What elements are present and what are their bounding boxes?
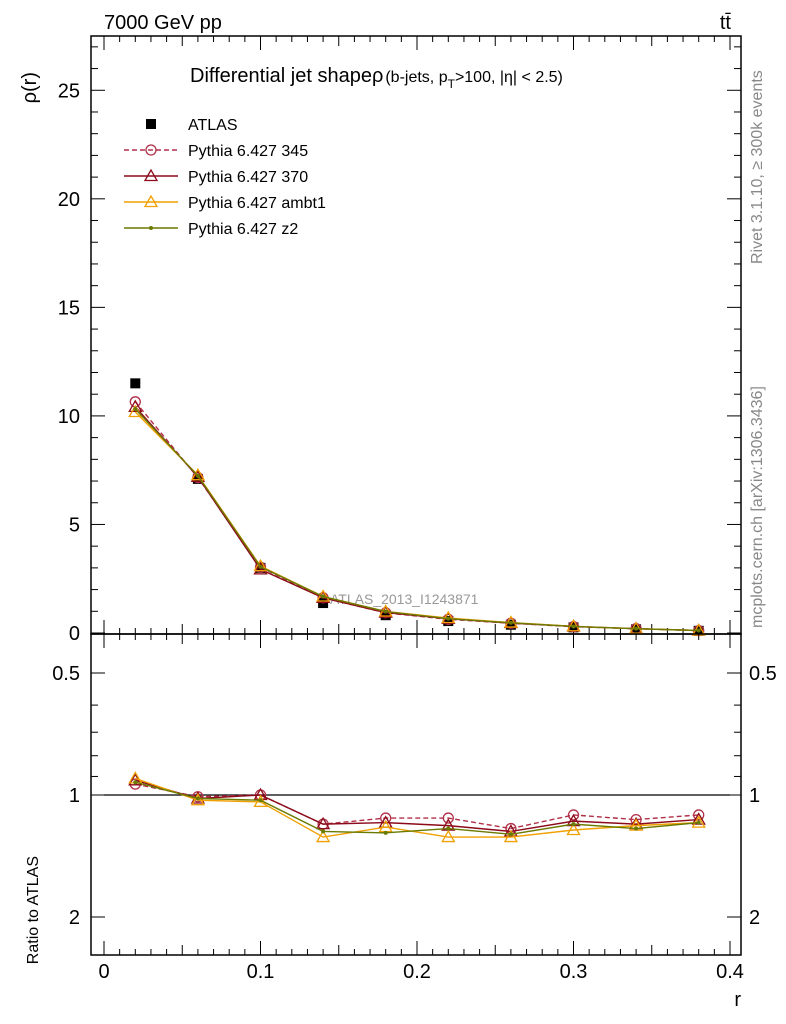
mcplots-reference-label: mcplots.cern.ch [arXiv:1306.3436] xyxy=(749,386,766,628)
ratio-data-point xyxy=(503,829,519,843)
data-point xyxy=(192,473,203,484)
data-point xyxy=(503,615,519,628)
ratio-y-tick-label: 0.5 xyxy=(52,663,80,685)
y-tick-label: 25 xyxy=(58,80,80,102)
legend-label: ATLAS xyxy=(188,117,238,134)
x-tick-label: 0.4 xyxy=(716,961,744,983)
data-point xyxy=(258,564,263,569)
main-y-axis-label: ρ(r) xyxy=(19,72,41,103)
data-point xyxy=(566,618,581,632)
x-tick-label: 0.2 xyxy=(403,961,431,983)
ratio-series-line xyxy=(135,783,699,830)
legend-marker xyxy=(146,119,156,129)
x-tick-label: 0 xyxy=(98,961,109,983)
ratio-data-point xyxy=(321,829,326,834)
legend-marker xyxy=(143,194,159,208)
legend: ATLAS Pythia 6.427 345 Pythia 6.427 370 Pyt… xyxy=(124,117,326,238)
main-panel: 0 5 10 15 20 25 xyxy=(58,35,742,645)
ratio-data-point xyxy=(315,829,331,843)
ratio-data-point xyxy=(567,809,580,821)
data-point xyxy=(441,610,456,624)
ratio-y-tick-label-right: 2 xyxy=(749,907,760,929)
ratio-data-point xyxy=(634,826,639,831)
ratio-data-point xyxy=(508,832,513,837)
data-point xyxy=(383,609,388,614)
data-point xyxy=(696,628,701,633)
legend-label: Pythia 6.427 z2 xyxy=(188,221,298,238)
legend-label: Pythia 6.427 370 xyxy=(188,169,308,186)
ratio-data-point xyxy=(190,792,206,806)
y-tick-label: 0 xyxy=(69,623,80,645)
main-plot-title: Differential jet shapeρ (b-jets, pT>100, … xyxy=(190,65,563,91)
ratio-data-point xyxy=(691,815,706,828)
ratio-data-point xyxy=(258,798,263,803)
series-line xyxy=(134,408,699,632)
analysis-id-watermark: ATLAS_2013_I1243871 xyxy=(330,591,479,607)
data-point xyxy=(130,378,141,389)
data-point xyxy=(446,616,451,621)
ratio-y-tick-label: 2 xyxy=(69,907,80,929)
ratio-data-point xyxy=(442,812,454,824)
ratio-data-point xyxy=(446,826,451,831)
data-point xyxy=(508,620,513,625)
legend-label: Pythia 6.427 ambt1 xyxy=(188,195,326,212)
ratio-data-point xyxy=(133,780,138,785)
data-point xyxy=(571,624,576,629)
legend-marker xyxy=(145,144,157,156)
data-point xyxy=(133,406,138,411)
data-point xyxy=(190,469,206,483)
ratio-series-line xyxy=(135,781,699,835)
ratio-data-point xyxy=(383,830,388,835)
process-label: tt̄ xyxy=(720,12,732,34)
legend-marker xyxy=(143,168,159,182)
data-point xyxy=(321,594,326,599)
ratio-data-point xyxy=(571,822,576,827)
ratio-data-point xyxy=(441,829,456,843)
data-point xyxy=(634,626,639,631)
data-point xyxy=(128,399,143,412)
y-tick-label: 15 xyxy=(58,297,80,319)
ratio-data-point xyxy=(566,822,581,836)
ratio-y-tick-label-right: 1 xyxy=(749,785,760,807)
x-tick-label: 0.1 xyxy=(247,961,275,983)
data-point xyxy=(380,610,391,621)
data-point xyxy=(443,616,454,627)
x-tick-label: 0.3 xyxy=(560,961,588,983)
y-tick-label: 5 xyxy=(69,514,80,536)
legend-marker xyxy=(149,226,153,230)
y-tick-label: 10 xyxy=(58,406,80,428)
ratio-y-tick-label-right: 0.5 xyxy=(749,663,777,685)
ratio-y-axis-label: Ratio to ATLAS xyxy=(25,856,42,964)
data-point xyxy=(190,467,206,481)
legend-label: Pythia 6.427 345 xyxy=(188,143,308,160)
ratio-data-point xyxy=(696,820,701,825)
y-tick-label: 20 xyxy=(58,189,80,211)
data-point xyxy=(195,473,200,478)
ratio-data-point xyxy=(195,796,200,801)
energy-label: 7000 GeV pp xyxy=(104,12,222,34)
x-axis-label: r xyxy=(734,989,741,1011)
data-point xyxy=(253,558,268,572)
ratio-y-tick-label: 1 xyxy=(69,785,80,807)
ratio-series-line xyxy=(135,777,699,838)
ratio-panel: 0 0.1 0.2 0.3 0.4 0.5 0.5 1 1 2 2 xyxy=(52,633,777,983)
ratio-series-line xyxy=(135,779,699,833)
ratio-data-point xyxy=(315,816,331,830)
rivet-version-label: Rivet 3.1.10, ≥ 300k events xyxy=(749,70,766,264)
